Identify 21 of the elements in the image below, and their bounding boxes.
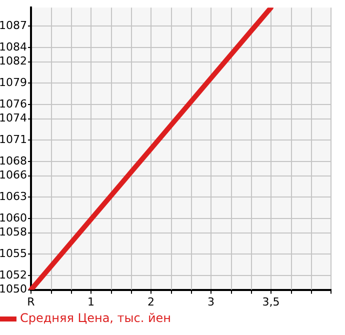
y-tick-label: 1079: [0, 76, 27, 89]
x-tick-label: 2: [148, 295, 154, 308]
y-tick-label: 1066: [0, 168, 27, 182]
x-tick-label: R: [27, 295, 36, 308]
y-tick-label: 1074: [0, 112, 27, 125]
y-tick-label: 1068: [0, 154, 27, 168]
y-tick-label: 1052: [0, 268, 27, 282]
y-tick-label: 1076: [0, 97, 27, 110]
y-tick-label: 1060: [0, 211, 27, 224]
x-tick-label: 3: [208, 295, 214, 308]
legend-label: Средняя Цена, тыс. йен: [20, 311, 172, 326]
x-tick-label: 1: [88, 295, 94, 308]
y-tick-label: 1063: [0, 190, 27, 204]
y-tick-label: 1050: [0, 282, 27, 296]
y-tick-label: 1082: [0, 54, 27, 68]
x-tick-label: 3,5: [262, 295, 280, 308]
y-tick-label: 1087: [0, 18, 27, 32]
y-tick-label: 1055: [0, 247, 27, 260]
y-tick-label: 1084: [0, 40, 27, 54]
y-tick-label: 1071: [0, 133, 27, 146]
y-tick-label: 1058: [0, 226, 27, 239]
